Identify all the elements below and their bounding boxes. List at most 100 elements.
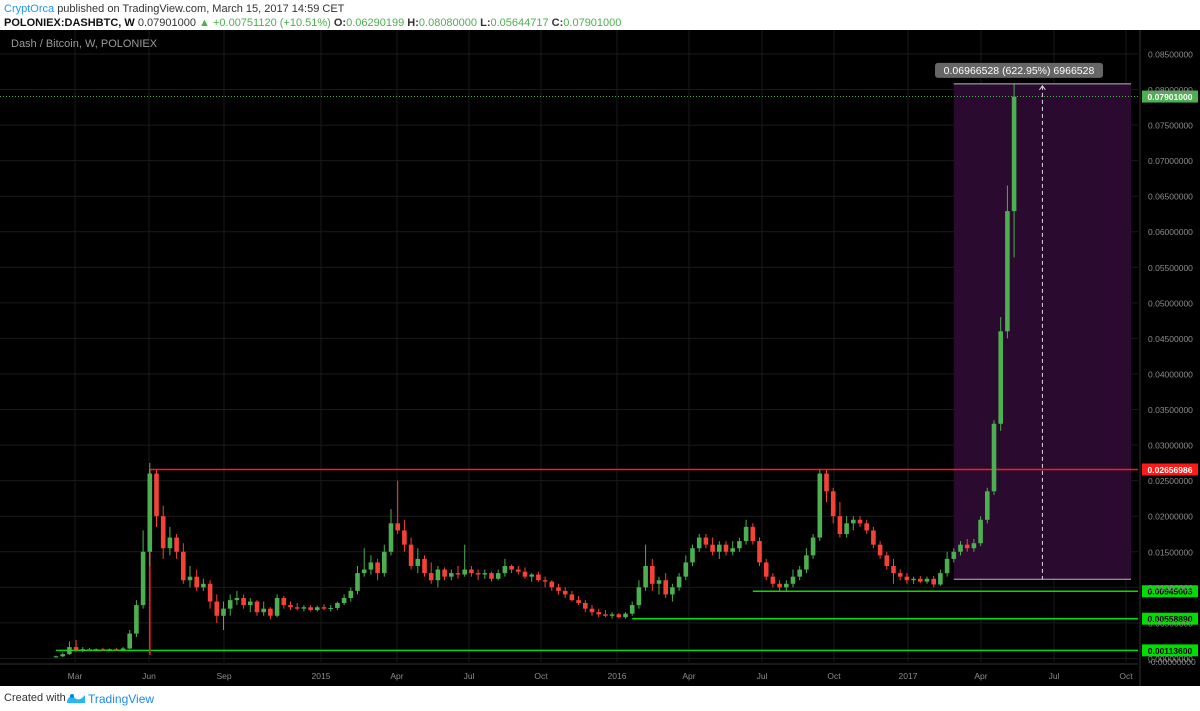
candle-body [516,569,521,572]
candle-body [743,526,749,542]
time-axis[interactable]: Mar Jun Sep 2015 Apr Jul Oct 2016 Apr Jul Oct 2017 A… [0,663,1138,681]
level-label: 0.00558890 [1148,614,1193,624]
candle-body [315,607,320,611]
candle-body [348,590,354,598]
candle-body [1011,96,1017,212]
candle-body [683,562,689,577]
candle-body [120,648,126,650]
candle-body [415,558,421,566]
candle-body [107,649,112,651]
y-tick-label: 0.04000000 [1148,369,1193,379]
candle-body [335,602,340,608]
candle-body [160,516,166,549]
open-label: O: [333,17,347,29]
candle-body [495,573,501,579]
tradingview-logo-icon[interactable] [66,689,86,710]
x-tick-label: Apr [974,671,987,681]
y-tick-label: 0.06000000 [1148,227,1193,237]
candle-body [924,578,930,582]
created-with-label: Created with [4,692,66,704]
candle-body [355,573,360,591]
high-label: H: [407,17,419,29]
candle-body [804,555,809,570]
candle-body [931,578,936,585]
candle-body [784,583,789,588]
grid [0,30,1138,662]
candle-body [462,569,467,575]
y-tick-label: 0.05500000 [1148,263,1193,273]
candle-body [556,587,561,591]
candle-body [134,605,139,634]
x-tick-label: Apr [682,671,695,681]
candle-body [817,473,823,538]
candle-body [958,544,963,552]
price-change: ▲ +0.00751120 (+10.51%) [199,17,331,29]
candle-body [656,580,662,584]
candle-body [536,574,541,581]
candle-body [596,612,601,615]
candle-body [690,548,695,563]
candle-body [201,583,206,588]
candle-body [877,544,883,556]
candle-body [603,614,608,616]
chart-area[interactable]: 0.02656986 0.00945003 0.00558890 0.00113600… [0,30,1200,686]
candle-body [770,576,776,584]
candle-body [73,647,79,650]
candle-body [911,578,916,581]
candle-body [710,544,715,552]
last-price-label-bg [1142,90,1198,103]
candle-body [449,573,454,577]
candle-body [382,551,387,574]
candle-body [824,473,829,492]
candlestick-chart[interactable]: 0.02656986 0.00945003 0.00558890 0.00113600… [0,30,1200,686]
y-tick-label: 0.03000000 [1148,441,1193,451]
y-tick-label: -0.00000000 [1148,657,1196,667]
symbol: POLONIEX:DASHBTC, W [4,17,135,29]
close-value: 0.07901000 [563,17,622,29]
candle-body [274,597,280,616]
level-label: 0.02656986 [1148,465,1193,475]
level-label-bg [1142,463,1198,476]
low-value: 0.05644717 [490,17,549,29]
candle-body [851,519,856,524]
candle-body [502,565,508,574]
candle-body [194,576,199,588]
level-label: 0.00945003 [1148,587,1193,597]
candle-body [167,537,173,549]
candle-body [402,530,407,545]
candle-body [696,537,702,549]
candle-body [944,558,950,574]
candle-body [408,544,414,566]
x-tick-label: Sep [216,671,231,681]
candle-body [830,491,836,517]
candle-body [361,569,367,574]
close-label: C: [551,17,564,29]
candle-body [140,551,146,606]
candle-body [241,597,246,606]
price-axis[interactable]: 0.08500000 0.08000000 0.07500000 0.07000000… [1139,30,1196,686]
candle-body [790,576,796,584]
candle-body [375,562,380,574]
y-tick-label: 0.03500000 [1148,405,1193,415]
candle-body [248,601,253,606]
candle-body [435,569,441,581]
tradingview-brand[interactable]: TradingView [88,692,155,706]
y-tick-label: 0.07000000 [1148,156,1193,166]
candle-body [623,613,628,618]
y-tick-label: 0.01000000 [1148,583,1193,593]
candle-body [455,573,461,575]
candle-body [53,656,59,658]
candle-body [254,601,260,613]
candle-body [294,607,300,609]
candle-body [871,530,876,545]
candle-body [844,523,849,534]
candle-body [509,565,514,570]
author-link[interactable]: CryptOrca [4,3,55,15]
x-tick-label: Oct [827,671,841,681]
candle-body [261,608,266,613]
candle-body [837,516,843,534]
footer-bar: Created with TradingView [0,686,1200,711]
candle-body [529,574,534,577]
candle-body [763,562,769,577]
level-label: 0.00113600 [1148,646,1193,656]
